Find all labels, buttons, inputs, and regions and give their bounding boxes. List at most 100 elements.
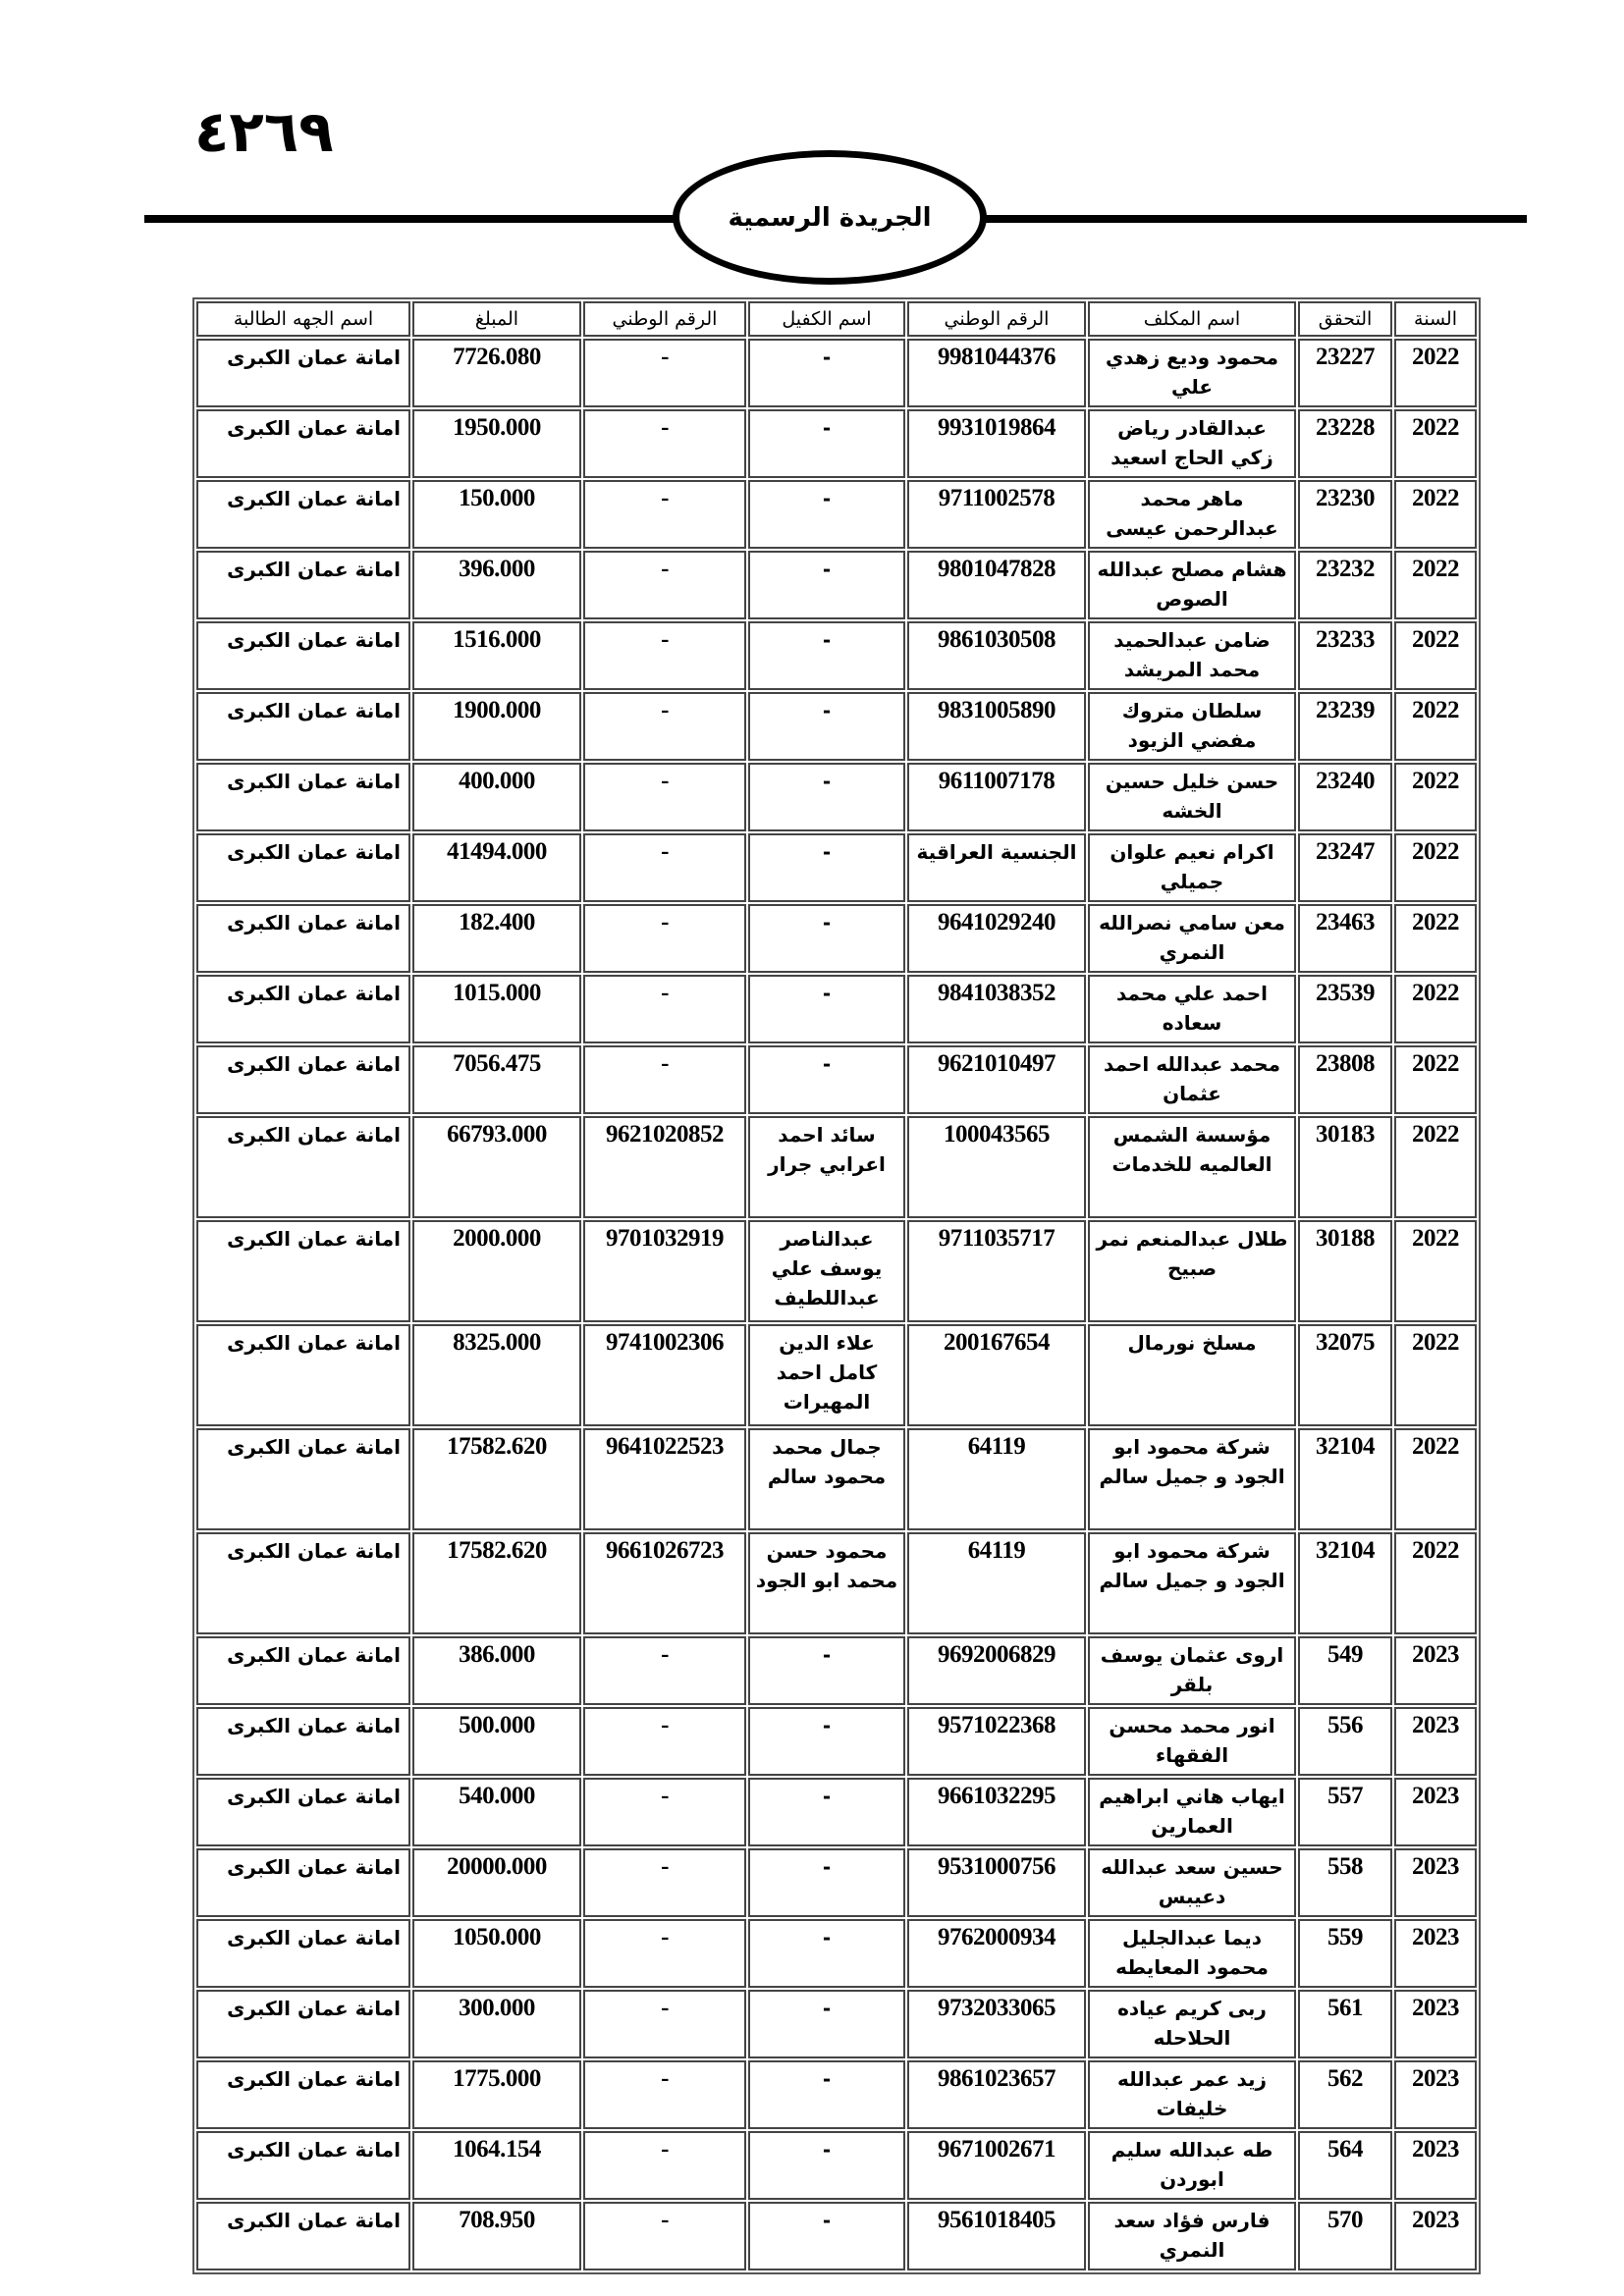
table-cell: شركة محمود ابو الجود و جميل سالم [1088, 1428, 1296, 1530]
table-cell: امانة عمان الكبرى [196, 2060, 410, 2129]
table-cell: امانة عمان الكبرى [196, 480, 410, 549]
table-cell: - [748, 2202, 905, 2270]
table-cell: امانة عمان الكبرى [196, 1324, 410, 1426]
table-cell: 9801047828 [907, 551, 1086, 619]
table-cell: - [748, 975, 905, 1043]
table-row: 2023 570 فارس فؤاد سعد النمري 9561018405- -7… [196, 2202, 1477, 2270]
table-cell: 17582.620 [412, 1532, 581, 1634]
table-cell: 2023 [1394, 2131, 1477, 2200]
table-cell: امانة عمان الكبرى [196, 1532, 410, 1634]
table-cell: 2023 [1394, 1990, 1477, 2058]
table-cell: 23232 [1298, 551, 1392, 619]
table-cell: ديما عبدالجليل محمود المعايطه [1088, 1919, 1296, 1988]
table-cell: 2022 [1394, 1220, 1477, 1322]
table-cell: عبدالقادر رياض زكي الحاج اسعيد [1088, 409, 1296, 478]
table-cell: 1516.000 [412, 621, 581, 690]
table-cell: ايهاب هاني ابراهيم العمارين [1088, 1778, 1296, 1846]
header-title: الجريدة الرسمية [728, 202, 932, 233]
table-cell: - [583, 621, 746, 690]
table-cell: 708.950 [412, 2202, 581, 2270]
table-cell: 2022 [1394, 1532, 1477, 1634]
table-row: 2023 559 ديما عبدالجليل محمود المعايطه 9762… [196, 1919, 1477, 1988]
table-cell: طه عبدالله سليم ابوردن [1088, 2131, 1296, 2200]
table-cell: 9621020852 [583, 1116, 746, 1218]
table-cell: 150.000 [412, 480, 581, 549]
table-cell: 564 [1298, 2131, 1392, 2200]
table-cell: هشام مصلح عبدالله الصوص [1088, 551, 1296, 619]
table-cell: 2022 [1394, 692, 1477, 761]
table-row: 2023 556 انور محمد محسن الفقهاء 9571022368-… [196, 1707, 1477, 1776]
table-cell: سائد احمد اعرابي جرار [748, 1116, 905, 1218]
table-cell: 9641029240 [907, 904, 1086, 973]
table-cell: 9732033065 [907, 1990, 1086, 2058]
table-row: 2023 549 اروى عثمان يوسف بلقر 9692006829- -3… [196, 1636, 1477, 1705]
table-cell: فارس فؤاد سعد النمري [1088, 2202, 1296, 2270]
table-cell: امانة عمان الكبرى [196, 1045, 410, 1114]
table-cell: 2022 [1394, 1324, 1477, 1426]
table-row: 2023 557 ايهاب هاني ابراهيم العمارين 966103… [196, 1778, 1477, 1846]
table-cell: امانة عمان الكبرى [196, 1636, 410, 1705]
table-row: 2022 23230 ماهر محمد عبدالرحمن عيسى 9711002… [196, 480, 1477, 549]
table-cell: 2022 [1394, 551, 1477, 619]
table-cell: 23463 [1298, 904, 1392, 973]
table-cell: - [748, 1990, 905, 2058]
table-cell: 2023 [1394, 2060, 1477, 2129]
table-cell: 9661026723 [583, 1532, 746, 1634]
table-cell: 9701032919 [583, 1220, 746, 1322]
table-cell: امانة عمان الكبرى [196, 904, 410, 973]
table-cell: 23240 [1298, 763, 1392, 831]
table-cell: - [748, 1707, 905, 1776]
table-cell: 2022 [1394, 409, 1477, 478]
table-cell: 561 [1298, 1990, 1392, 2058]
table-row: 2022 23240 حسن خليل حسين الخشه 9611007178- -… [196, 763, 1477, 831]
table-cell: مسلخ نورمال [1088, 1324, 1296, 1426]
table-row: 2022 32104 شركة محمود ابو الجود و جميل سال… [196, 1532, 1477, 1634]
table-cell: - [748, 2131, 905, 2200]
table-row: 2022 23227 محمود وديع زهدي علي 9981044376- -… [196, 339, 1477, 407]
table-cell: - [748, 1045, 905, 1114]
table-row: 2022 23247 اكرام نعيم علوان جميلي الجنسية ا… [196, 833, 1477, 902]
table-cell: 1015.000 [412, 975, 581, 1043]
table-cell: 100043565 [907, 1116, 1086, 1218]
table-cell: 9611007178 [907, 763, 1086, 831]
table-cell: 1950.000 [412, 409, 581, 478]
table-cell: 2023 [1394, 1848, 1477, 1917]
table-cell: امانة عمان الكبرى [196, 2131, 410, 2200]
table-cell: 2023 [1394, 1919, 1477, 1988]
table-cell: 7056.475 [412, 1045, 581, 1114]
table-row: 2022 30183 مؤسسة الشمس العالميه للخدمات 100… [196, 1116, 1477, 1218]
table-cell: 9621010497 [907, 1045, 1086, 1114]
table-cell: 400.000 [412, 763, 581, 831]
table-cell: - [583, 480, 746, 549]
table-cell: - [583, 1636, 746, 1705]
table-row: 2022 23463 معن سامي نصرالله النمري 96410292… [196, 904, 1477, 973]
table-cell: ماهر محمد عبدالرحمن عيسى [1088, 480, 1296, 549]
table-cell: 1900.000 [412, 692, 581, 761]
table-cell: طلال عبدالمنعم نمر صبيح [1088, 1220, 1296, 1322]
table-cell: 9531000756 [907, 1848, 1086, 1917]
table-cell: 540.000 [412, 1778, 581, 1846]
table-cell: - [583, 904, 746, 973]
table-cell: - [583, 692, 746, 761]
table-cell: 559 [1298, 1919, 1392, 1988]
table-cell: - [583, 975, 746, 1043]
table-cell: امانة عمان الكبرى [196, 1990, 410, 2058]
table-cell: انور محمد محسن الفقهاء [1088, 1707, 1296, 1776]
table-cell: 2022 [1394, 1428, 1477, 1530]
table-cell: 23808 [1298, 1045, 1392, 1114]
table-cell: 66793.000 [412, 1116, 581, 1218]
column-header: اسم الكفيل [748, 301, 905, 337]
table-row: 2022 23228 عبدالقادر رياض زكي الحاج اسعيد 9… [196, 409, 1477, 478]
table-cell: - [583, 2202, 746, 2270]
table-cell: سلطان متروك مفضي الزيود [1088, 692, 1296, 761]
table-cell: 41494.000 [412, 833, 581, 902]
table-cell: - [748, 692, 905, 761]
table-cell: ربى كريم عياده الحلاحله [1088, 1990, 1296, 2058]
table-cell: ضامن عبدالحميد محمد المريشد [1088, 621, 1296, 690]
table-cell: 2023 [1394, 1778, 1477, 1846]
table-cell: محمود حسن محمد ابو الجود [748, 1532, 905, 1634]
table-cell: - [748, 551, 905, 619]
table-cell: جمال محمد محمود سالم [748, 1428, 905, 1530]
table-cell: 2022 [1394, 339, 1477, 407]
table-cell: امانة عمان الكبرى [196, 339, 410, 407]
